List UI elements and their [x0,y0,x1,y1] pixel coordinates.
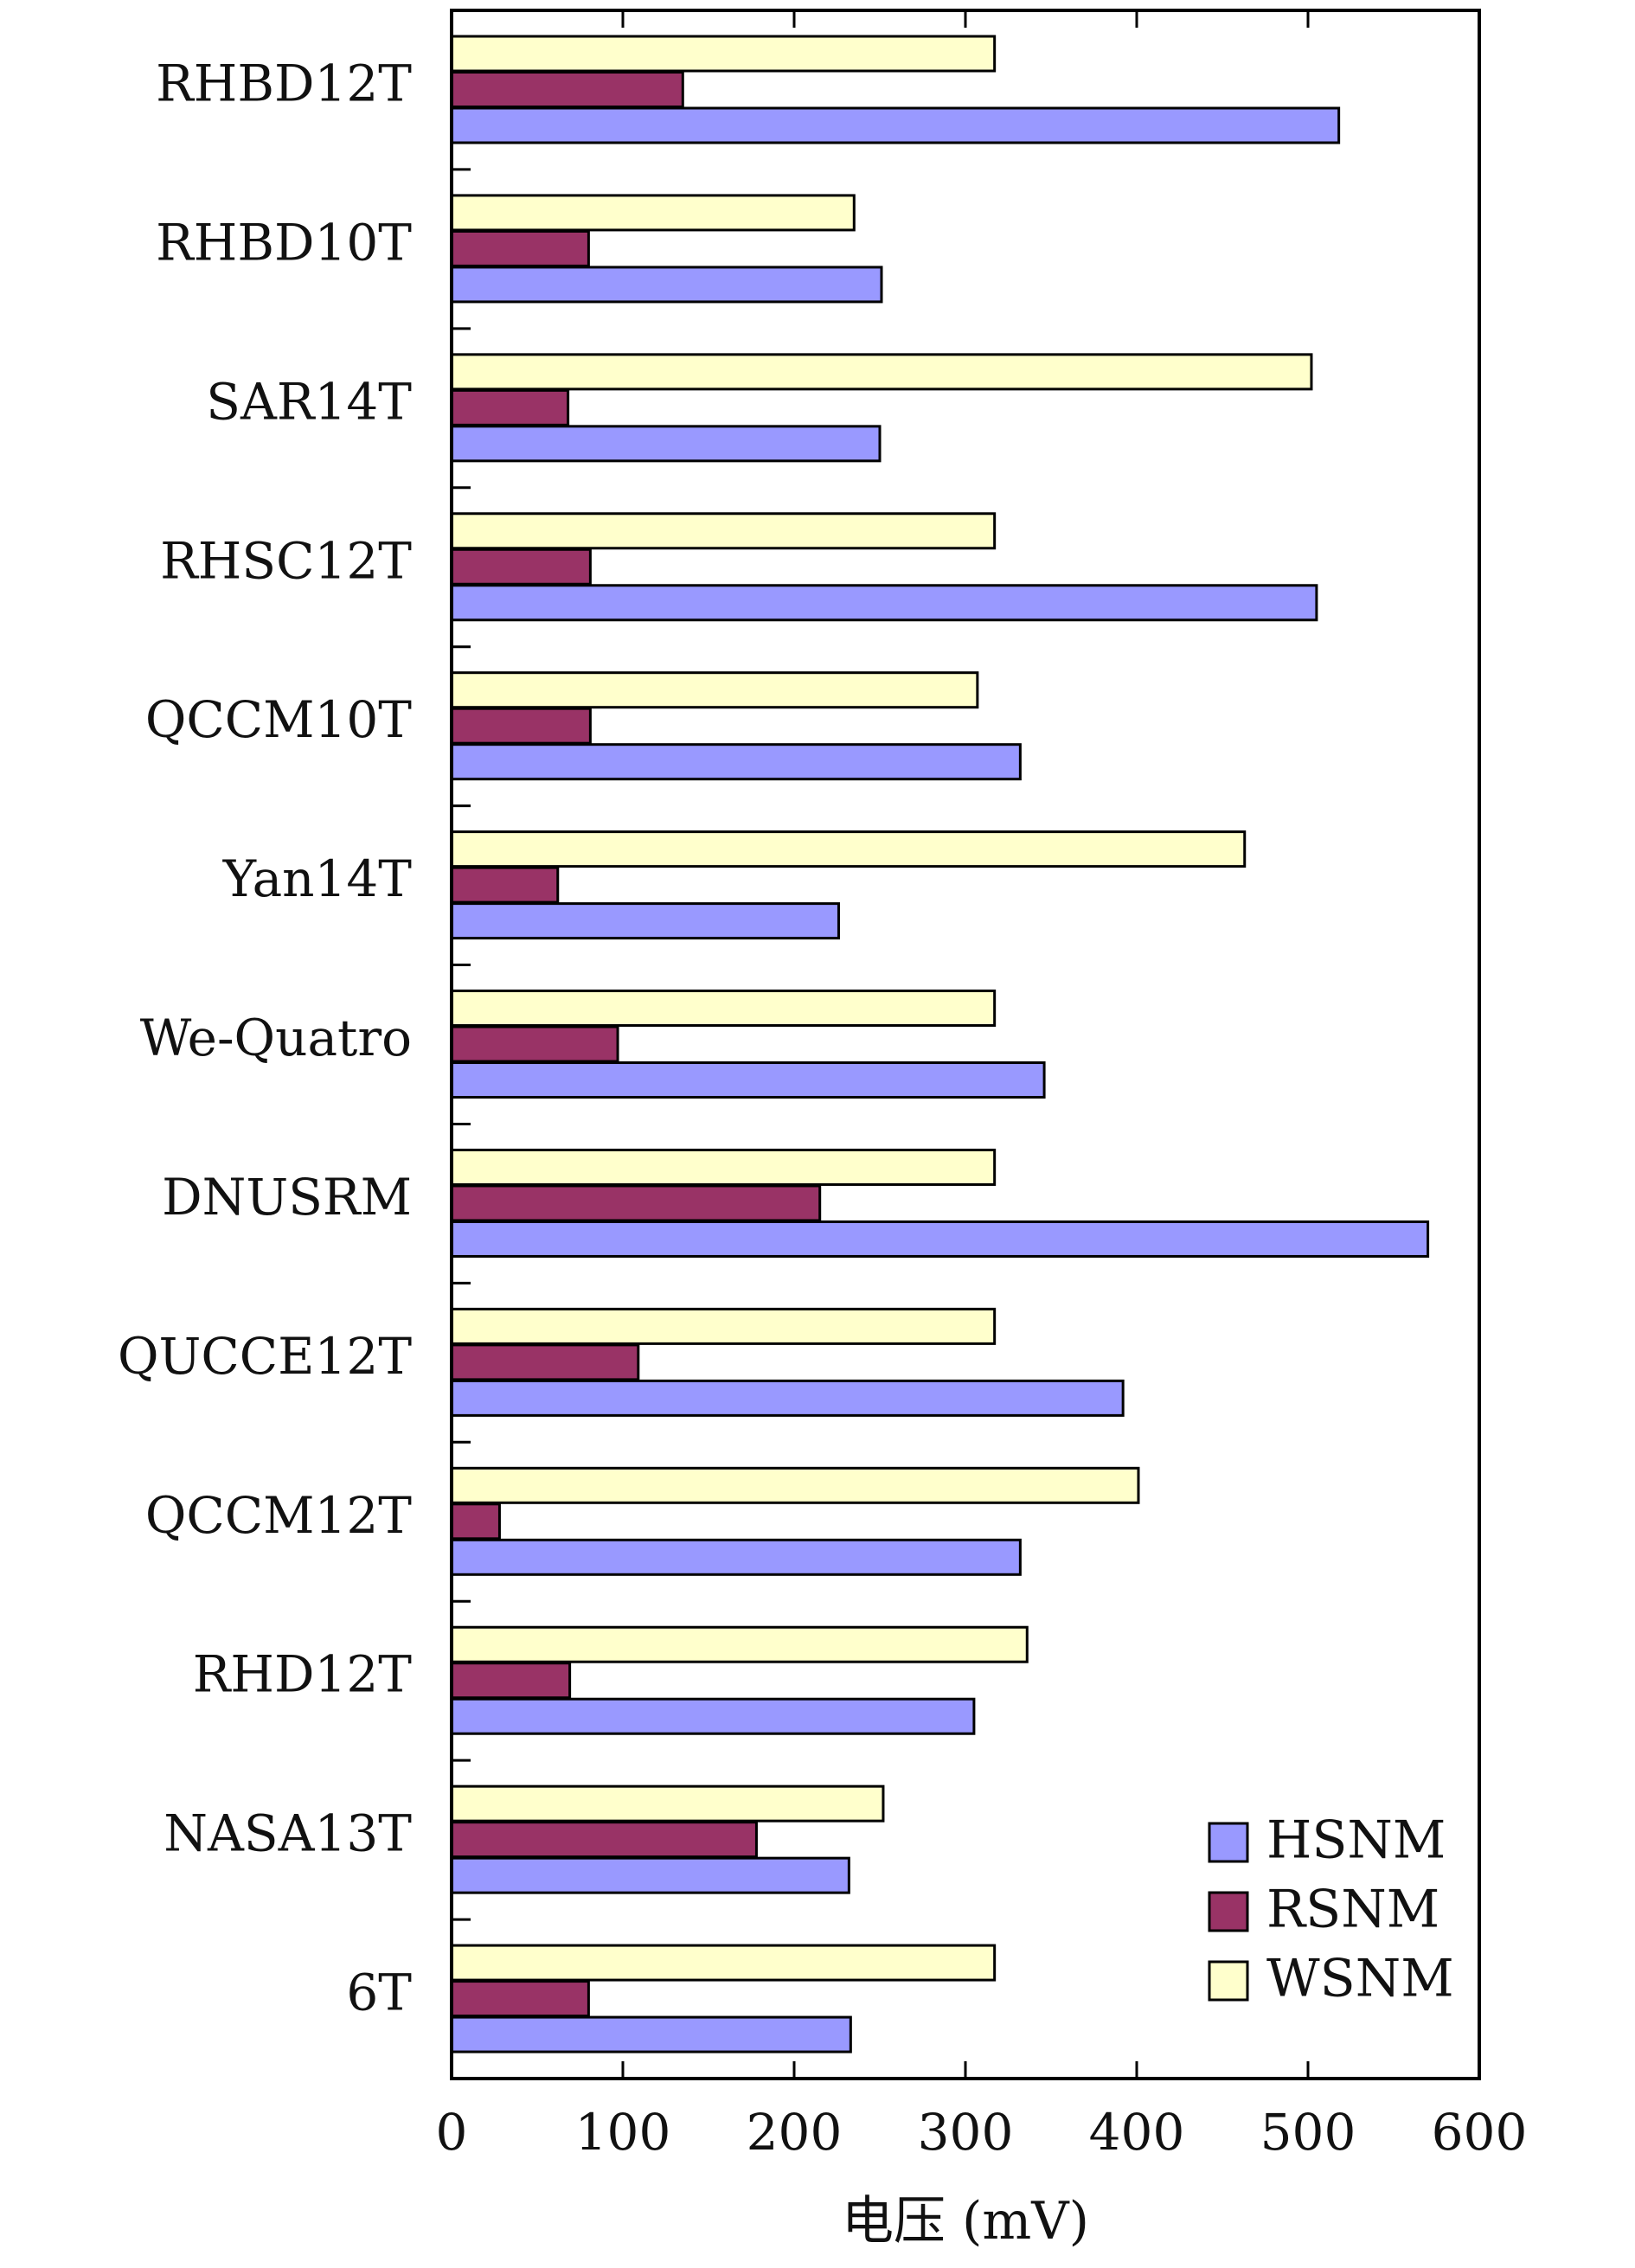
x-tick-label: 400 [1089,2103,1185,2162]
bar-wsnm-nasa13t [450,1784,885,1823]
category-ticks [452,168,471,1921]
bar-rsnm-rhbd10t [450,229,590,267]
bar-wsnm-rhbd10t [450,194,856,232]
bar-rsnm-qucce12t [450,1343,640,1381]
bar-rsnm-sar14t [450,388,570,426]
bar-hsnm-6t [450,2015,852,2053]
category-label: QCCM10T [145,690,412,749]
x-axis-tick-labels: 0 100 200 300 400 500 600 [436,2103,1528,2162]
bar-rsnm-qccm10t [450,707,592,745]
x-tick-label: 0 [436,2103,468,2162]
legend: HSNM RSNM WSNM [1208,1810,1454,2009]
category-label: RHD12T [193,1645,413,1704]
bar-hsnm-rhsc12t [450,584,1318,622]
bar-hsnm-sar14t [450,425,882,463]
bar-hsnm-nasa13t [450,1856,850,1894]
category-labels: RHBD12T RHBD10T SAR14T RHSC12T QCCM10T Yan14T… [118,54,412,2022]
bar-hsnm-rhbd12t [450,106,1341,144]
category-label: We-Quatro [140,1009,412,1067]
bar-wsnm-rhbd12t [450,35,997,73]
bar-wsnm-qucce12t [450,1307,997,1345]
bar-wsnm-6t [450,1944,997,1982]
x-tick-label: 200 [747,2103,843,2162]
bar-rsnm-we-quatro [450,1025,619,1063]
category-label: QCCM12T [145,1486,412,1545]
bar-hsnm-rhd12t [450,1697,976,1735]
category-label: RHBD10T [156,213,412,272]
bar-rsnm-rhd12t [450,1662,572,1700]
bar-hsnm-qccm12t [450,1538,1022,1576]
legend-label-rsnm: RSNM [1266,1880,1439,1940]
plot-frame [450,9,1481,2080]
bar-wsnm-rhsc12t [450,512,997,550]
category-label: NASA13T [164,1804,412,1863]
bar-rsnm-rhbd12t [450,71,684,108]
x-tick-label: 600 [1432,2103,1528,2162]
bar-wsnm-we-quatro [450,990,997,1028]
bar-rsnm-6t [450,1980,590,2018]
bar-rsnm-yan14t [450,866,560,904]
bar-wsnm-yan14t [450,830,1247,868]
bar-rsnm-rhsc12t [450,548,592,586]
legend-label-hsnm: HSNM [1266,1810,1446,1871]
bar-hsnm-qccm10t [450,743,1022,781]
bar-wsnm-qccm10t [450,671,979,709]
category-label: DNUSRM [162,1168,412,1227]
bar-rsnm-qccm12t [450,1502,501,1541]
bar-hsnm-qucce12t [450,1379,1125,1417]
bar-hsnm-rhbd10t [450,266,883,304]
legend-label-wsnm: WSNM [1266,1949,1454,2009]
x-tick-label: 500 [1260,2103,1356,2162]
category-label: RHSC12T [160,531,412,590]
x-tick-label: 300 [918,2103,1014,2162]
category-label: QUCCE12T [118,1327,412,1386]
legend-swatch-hsnm [1208,1822,1249,1863]
bar-hsnm-we-quatro [450,1061,1046,1099]
bar-hsnm-yan14t [450,902,840,940]
bar-hsnm-dnusrm [450,1220,1430,1258]
category-label: 6T [346,1964,412,2022]
bar-wsnm-rhd12t [450,1625,1029,1663]
bar-wsnm-qccm12t [450,1466,1140,1504]
category-label: RHBD12T [156,54,412,113]
category-label: SAR14T [206,372,412,431]
x-axis-title: 电压 (mV) [842,2191,1089,2252]
legend-swatch-rsnm [1208,1891,1249,1932]
bar-rsnm-dnusrm [450,1184,822,1222]
bar-wsnm-sar14t [450,353,1313,391]
bar-wsnm-dnusrm [450,1148,997,1186]
legend-swatch-wsnm [1208,1960,1249,2002]
category-label: Yan14T [222,849,413,908]
bar-rsnm-nasa13t [450,1821,758,1859]
x-tick-label: 100 [575,2103,671,2162]
